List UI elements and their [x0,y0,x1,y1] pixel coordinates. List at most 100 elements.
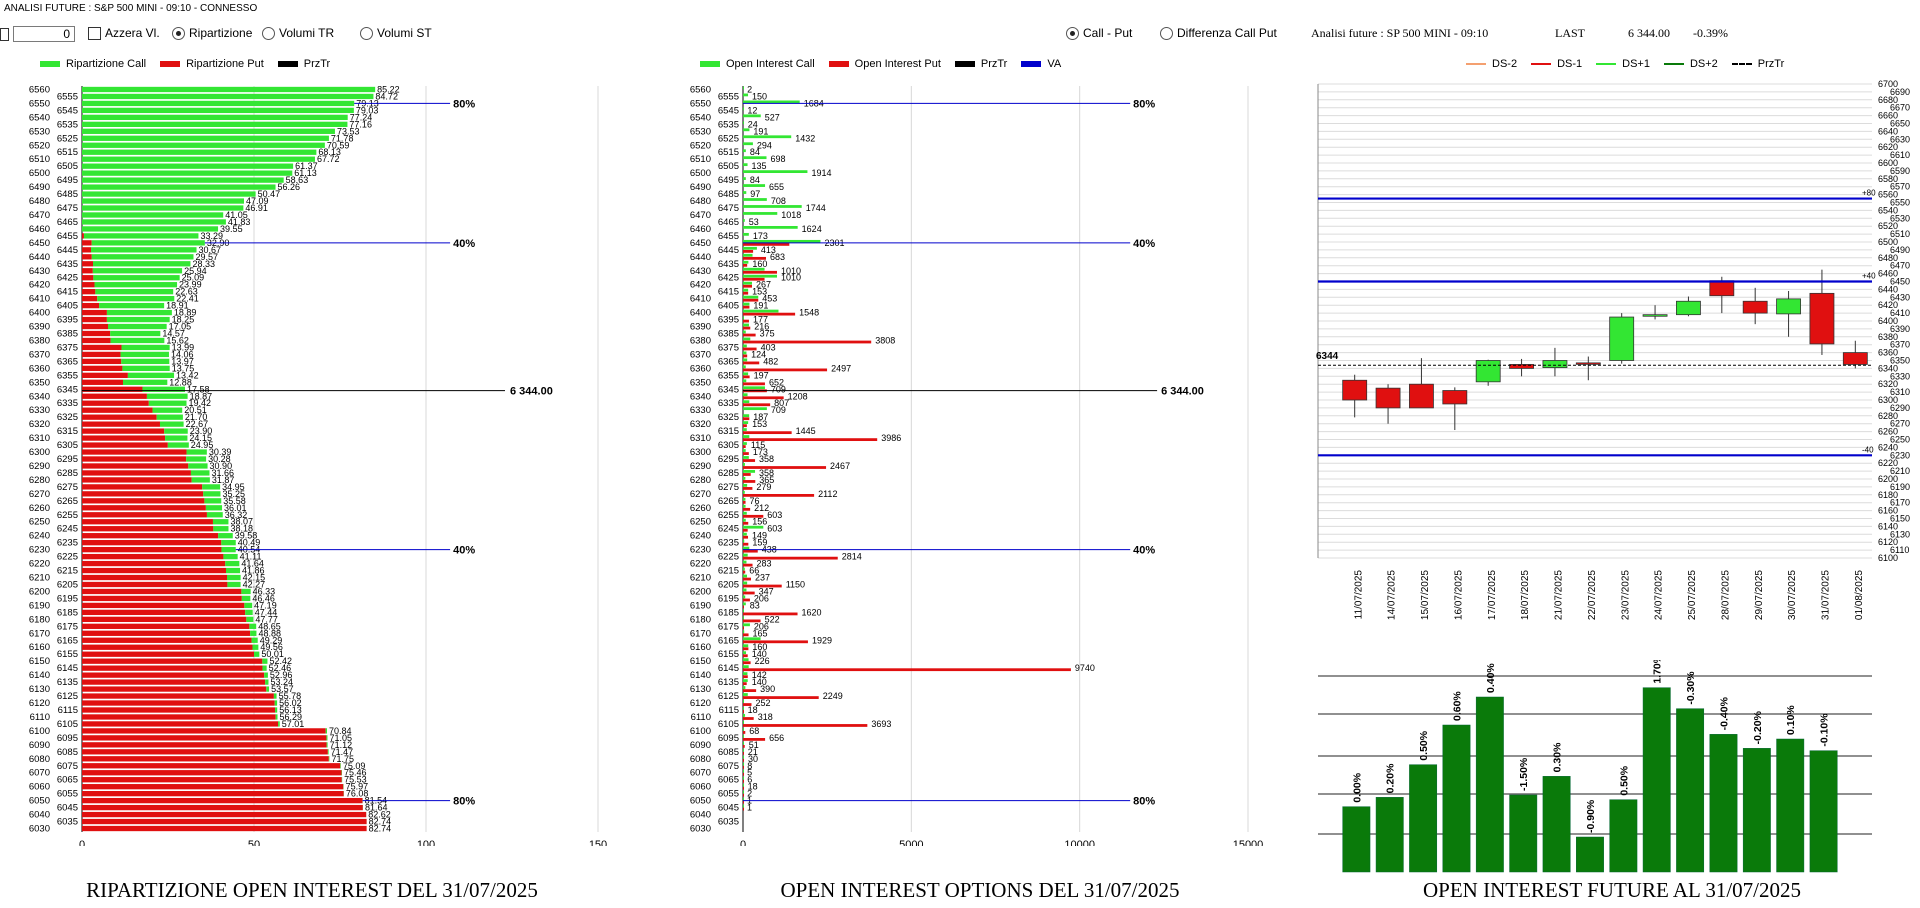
strike-label: 6405 [57,301,78,312]
call-oi-bar [743,156,767,160]
strike-label: 6395 [57,315,78,326]
value-label: 159 [752,538,767,548]
strike-label: 6325 [718,412,739,423]
call-oi-bar [743,323,749,327]
reference-label: +80 [1862,189,1876,198]
call-bar [326,735,328,741]
strike-label: 6475 [57,203,78,214]
strike-label: 6255 [718,510,739,521]
strike-label: 6405 [718,301,739,312]
strike-label: 6205 [718,579,739,590]
azzera-checkbox[interactable] [88,26,101,40]
value-label: 318 [758,712,773,722]
put-oi-bar [743,744,745,748]
call-bar [274,700,278,706]
diff-call-put-label: Differenza Call Put [1177,26,1277,40]
volumi-st-radio[interactable] [360,26,373,40]
value-label: 38.07 [230,517,253,527]
strike-label: 6390 [690,322,711,333]
ripartizione-radio[interactable] [172,26,185,40]
volumi-tr-radio[interactable] [262,26,275,40]
value-label: 30.28 [208,454,231,464]
put-oi-bar [743,417,750,421]
x-tick-label: 28/07/2025 [1720,570,1731,620]
put-oi-bar [743,298,759,302]
value-label: 652 [769,377,784,387]
strike-label: 6135 [718,677,739,688]
call-put-radio[interactable] [1066,26,1079,40]
legend-swatch-put [828,61,849,67]
call-oi-bar [743,93,749,97]
call-bar [82,205,244,211]
strike-label: 6500 [690,168,711,179]
call-bar [241,595,251,602]
strike-label: 6200 [29,586,50,597]
value-label: 66 [749,566,759,576]
strike-label: 6090 [29,740,50,751]
value-label: 82.74 [369,824,392,834]
strike-label: 6440 [690,252,711,263]
value-label: 237 [755,573,770,583]
strike-label: 6175 [57,621,78,632]
strike-label: 6125 [57,691,78,702]
y-tick-label: 6360 [1878,348,1898,358]
oi-bar [1442,724,1471,873]
call-bar [146,393,188,399]
volumi-st-radio-group[interactable]: Volumi ST [360,26,432,40]
candle-body [1475,360,1501,383]
put-bar [82,435,166,441]
call-put-label: Call - Put [1083,26,1133,40]
strike-label: 6295 [57,454,78,465]
strike-label: 6285 [57,468,78,479]
put-oi-bar [743,473,751,476]
put-bar [82,358,122,365]
volumi-tr-radio-group[interactable]: Volumi TR [262,26,334,40]
strike-label: 6185 [718,607,739,618]
value-label: 226 [755,656,770,666]
strike-label: 6370 [29,349,50,360]
strike-label: 6195 [718,593,739,604]
value-input[interactable]: 0 [13,26,75,42]
reference-label: 40% [453,545,475,557]
azzera-checkbox-group[interactable]: Azzera Vl. [88,26,160,40]
app-title: ANALISI FUTURE : S&P 500 MINI - 09:10 - … [4,3,258,14]
future-header-title: Analisi future : SP 500 MINI - 09:10 [1311,26,1489,40]
ripartizione-radio-group[interactable]: Ripartizione [172,26,252,40]
put-bar [82,609,246,616]
call-put-radio-group[interactable]: Call - Put [1066,26,1132,40]
candle-body [1842,352,1868,365]
value-label: 603 [767,524,782,534]
strike-label: 6145 [57,663,78,674]
put-bar [82,323,109,330]
strike-label: 6095 [718,733,739,744]
value-label: 41.64 [241,559,264,569]
call-bar [241,588,251,595]
legend-label: DS+1 [1622,58,1650,70]
diff-call-put-radio-group[interactable]: Differenza Call Put [1160,26,1277,40]
reference-label: 80% [1133,796,1155,808]
value-label: 56.13 [279,705,302,715]
call-bar [266,686,270,692]
call-bar [273,693,277,699]
left-edge-checkbox[interactable] [0,27,9,41]
reference-label: 40% [1133,238,1155,250]
call-bar [82,93,374,100]
value-label: 22.63 [175,287,198,297]
diff-call-put-radio[interactable] [1160,26,1173,40]
strike-label: 6200 [690,586,711,597]
strike-label: 6370 [690,349,711,360]
y-tick-label: 6150 [1890,514,1910,524]
reference-label: -40 [1862,445,1874,454]
call-oi-bar [743,267,765,271]
azzera-label: Azzera Vl. [105,26,160,40]
put-oi-bar [743,431,792,435]
put-oi-bar [743,584,782,588]
call-oi-bar [743,309,779,313]
value-label: 61.13 [294,168,317,178]
value-label: 206 [754,593,769,603]
put-oi-bar [743,654,748,658]
strike-label: 6400 [690,308,711,319]
strike-label: 6170 [690,628,711,639]
